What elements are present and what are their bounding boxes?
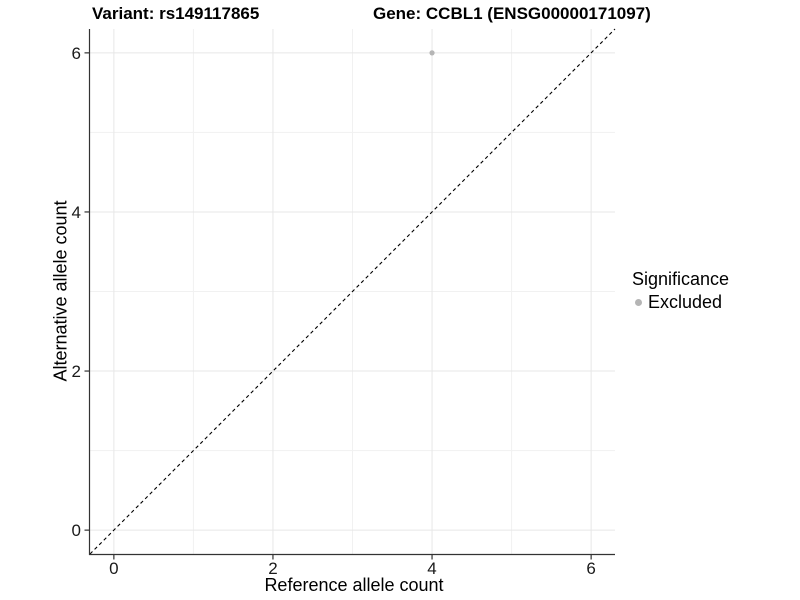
x-tick-label: 4 <box>427 559 436 578</box>
x-tick-label: 0 <box>109 559 118 578</box>
identity-line <box>89 28 616 555</box>
variant-title: Variant: rs149117865 <box>92 4 260 23</box>
y-tick-label: 6 <box>72 44 81 63</box>
legend: Significance Excluded <box>632 269 729 312</box>
y-tick-label: 0 <box>72 521 81 540</box>
x-tick-label: 6 <box>586 559 595 578</box>
y-axis-title: Alternative allele count <box>50 200 71 382</box>
gene-title: Gene: CCBL1 (ENSG00000171097) <box>373 4 651 23</box>
legend-entry-excluded: Excluded <box>632 292 729 312</box>
legend-entry-label: Excluded <box>648 292 723 312</box>
y-tick-label: 2 <box>72 362 81 381</box>
x-axis-title: Reference allele count <box>264 575 444 595</box>
x-tick-label: 2 <box>268 559 277 578</box>
data-point-excluded <box>429 50 435 56</box>
y-tick-label: 4 <box>72 203 81 222</box>
legend-title: Significance <box>632 269 730 289</box>
excluded-point-swatch-icon <box>635 299 642 306</box>
